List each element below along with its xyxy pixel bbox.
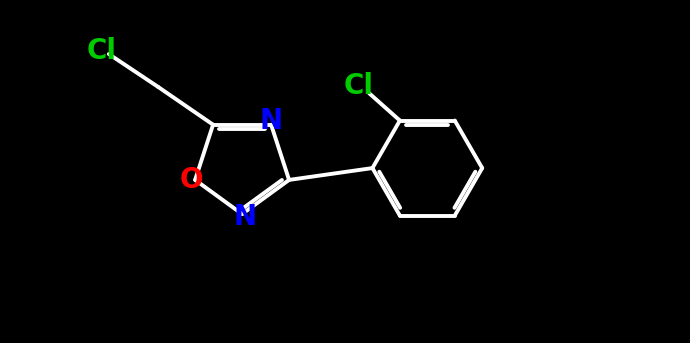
Text: O: O xyxy=(180,166,204,194)
Text: N: N xyxy=(234,203,257,232)
Text: Cl: Cl xyxy=(344,72,374,100)
Text: Cl: Cl xyxy=(87,37,117,64)
Text: N: N xyxy=(259,107,283,135)
